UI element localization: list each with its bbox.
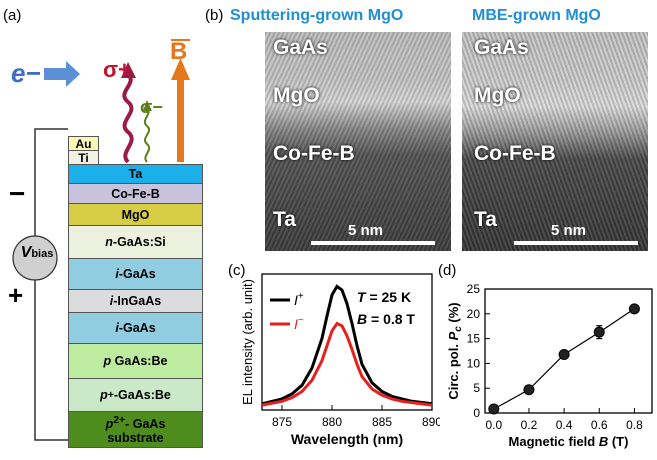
panel-label-b: (b) <box>205 7 224 24</box>
data-point <box>593 326 605 338</box>
annotation-temperature: T = 25 K <box>357 289 411 305</box>
data-point <box>558 348 570 360</box>
panel-label-c: (c) <box>228 262 246 279</box>
scale-bar <box>514 241 638 245</box>
layer-i-ingaas: i -InGaAs <box>68 289 203 313</box>
tem-image-sputtering: GaAs MgO Co-Fe-B Ta 5 nm <box>265 32 451 251</box>
y-tick-label: 15 <box>467 332 481 346</box>
x-tick-label: 0.8 <box>626 418 643 432</box>
sigma-minus-photon-icon <box>143 100 152 163</box>
polarization-chart: 0 5 10 15 20 25 0.0 0.2 0.4 0.6 0.8 Magnetic field … <box>446 282 653 449</box>
layer-cofeb: Co-Fe-B <box>68 183 203 204</box>
vbias-label: Vbias <box>20 244 54 261</box>
y-axis-label: EL intensity (arb. unit) <box>240 279 255 405</box>
electron-arrow-icon <box>44 61 80 87</box>
x-tick-label: 0.4 <box>556 418 573 432</box>
x-tick-label: 890 <box>422 415 440 429</box>
panel-label-a: (a) <box>3 7 22 24</box>
tem-label-cofeb: Co-Fe-B <box>273 142 355 165</box>
data-point <box>488 403 500 415</box>
mbe-title: MBE-grown MgO <box>472 7 601 24</box>
contact-ti: Ti <box>68 150 99 165</box>
series-line-i-minus <box>261 321 433 407</box>
annotation-field: B = 0.8 T <box>357 311 415 327</box>
x-tick-label: 880 <box>322 415 342 429</box>
x-axis-label: Magnetic field B (T) <box>509 434 629 449</box>
plus-terminal: + <box>8 280 24 310</box>
layer-mgo: MgO <box>68 203 203 226</box>
tem-label-ta: Ta <box>474 208 497 231</box>
y-tick-label: 25 <box>467 282 481 296</box>
x-axis-label: Wavelength (nm) <box>291 431 403 447</box>
y-tick-label: 20 <box>467 307 481 321</box>
scale-label: 5 nm <box>551 222 587 239</box>
layer-i-gaas-bottom: i -GaAs <box>68 312 203 344</box>
layer-p-gaas: p GaAs:Be <box>68 343 203 379</box>
panel-label-d: (d) <box>438 262 457 279</box>
plot-frame <box>261 273 433 411</box>
layer-p-plus-gaas: p + -GaAs:Be <box>68 378 203 412</box>
sigma-plus-label: σ+ <box>103 57 131 82</box>
sigma-minus-label: σ− <box>140 97 163 117</box>
electron-label: e− <box>11 58 41 88</box>
scale-bar <box>311 241 435 245</box>
contact-au: Au <box>68 136 99 151</box>
vbias-source-icon <box>12 235 58 281</box>
y-tick-label: 5 <box>473 381 480 395</box>
y-tick-label: 10 <box>467 356 481 370</box>
tem-label-cofeb: Co-Fe-B <box>474 142 556 165</box>
sigma-plus-photon-icon <box>121 62 136 164</box>
device-schematic <box>12 39 190 441</box>
tem-label-ta: Ta <box>273 208 296 231</box>
sputter-title: Sputtering-grown MgO <box>230 7 404 24</box>
x-tick-label: 0.6 <box>591 418 608 432</box>
layer-ta: Ta <box>68 164 203 184</box>
x-tick-label: 885 <box>372 415 392 429</box>
x-tick-label: 875 <box>272 415 292 429</box>
b-field-label: B <box>170 38 188 65</box>
tem-label-gaas: GaAs <box>273 36 328 59</box>
data-point <box>523 384 535 396</box>
x-tick-label: 0.2 <box>521 418 538 432</box>
el-spectrum-chart: 875 880 885 890 I+ I− T = 25 K B = 0.8 T Wavelen… <box>240 273 440 447</box>
layer-i-gaas-top: i -GaAs <box>68 258 203 290</box>
tem-label-mgo: MgO <box>474 84 521 107</box>
tem-label-mgo: MgO <box>273 84 320 107</box>
tem-label-gaas: GaAs <box>474 36 529 59</box>
y-tick-label: 0 <box>473 406 480 420</box>
data-point <box>628 303 640 315</box>
plot-frame <box>484 288 653 414</box>
layer-substrate: p2+- GaAs substrate <box>68 411 203 448</box>
y-axis-label: Circ. pol. Pc (%) <box>446 302 464 399</box>
legend-label-i-minus: I− <box>294 315 304 332</box>
scale-label: 5 nm <box>348 222 384 239</box>
layer-n-gaas: n -GaAs:Si <box>68 225 203 259</box>
series-line-i-plus <box>261 284 433 406</box>
legend-label-i-plus: I+ <box>294 291 304 308</box>
minus-terminal: − <box>9 178 26 209</box>
b-field-arrow-icon <box>171 39 190 162</box>
tem-image-mbe: GaAs MgO Co-Fe-B Ta 5 nm <box>462 32 648 251</box>
x-tick-label: 0.0 <box>485 418 502 432</box>
